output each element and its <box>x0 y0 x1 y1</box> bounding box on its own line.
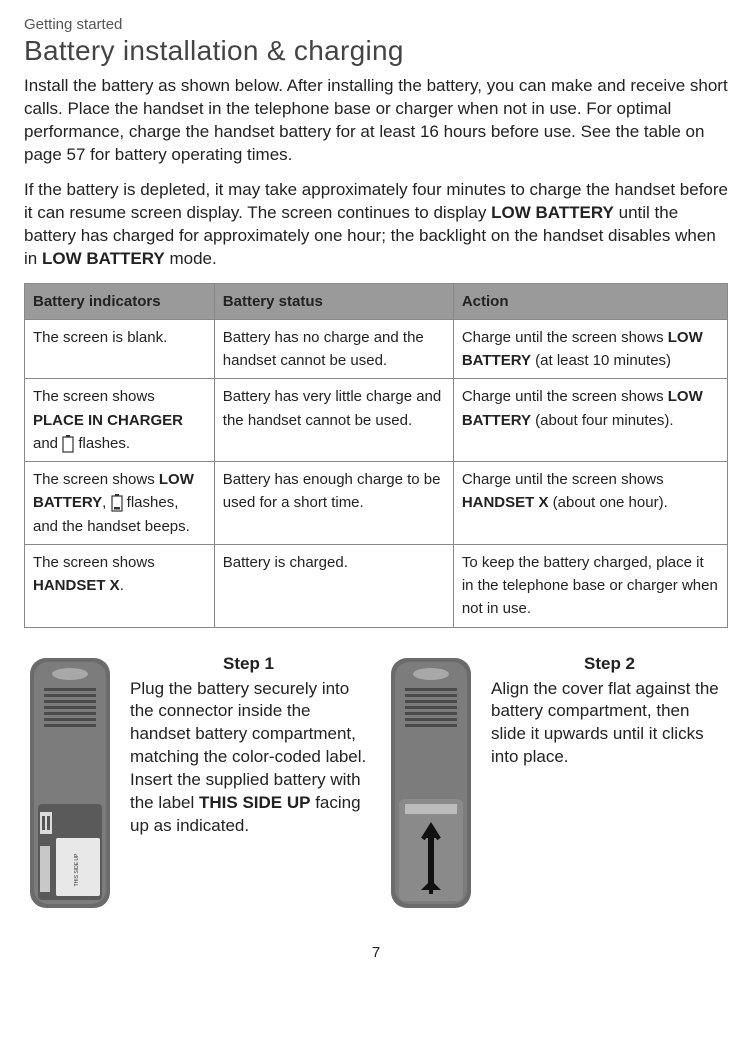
th-status: Battery status <box>214 283 453 319</box>
battery-icon <box>111 494 123 512</box>
table-row: The screen shows PLACE IN CHARGER and fl… <box>25 379 728 462</box>
cell-text: . <box>120 577 124 594</box>
step-1-label: Step 1 <box>130 654 367 674</box>
svg-text:THIS SIDE UP: THIS SIDE UP <box>74 852 80 885</box>
cell-indicator: The screen shows HANDSET X. <box>25 544 215 627</box>
cell-action: To keep the battery charged, place it in… <box>453 544 727 627</box>
step-1-text: Plug the battery securely into the conne… <box>130 678 367 839</box>
cell-action: Charge until the screen shows LOW BATTER… <box>453 319 727 379</box>
cell-text: and <box>33 435 62 452</box>
step-2-block: Step 2 Align the cover flat against the … <box>385 654 728 914</box>
cell-action: Charge until the screen shows LOW BATTER… <box>453 379 727 462</box>
cell-text: (about one hour). <box>549 494 668 511</box>
intro-paragraph-2: If the battery is depleted, it may take … <box>24 179 728 271</box>
cell-text: Charge until the screen shows <box>462 388 668 405</box>
battery-table: Battery indicators Battery status Action… <box>24 283 728 628</box>
cell-text: , <box>102 494 110 511</box>
step-2-label: Step 2 <box>491 654 728 674</box>
cell-bold: HANDSET X <box>462 494 549 511</box>
para2-bold-1: LOW BATTERY <box>491 203 614 222</box>
table-row: The screen shows HANDSET X. Battery is c… <box>25 544 728 627</box>
step-text-bold: THIS SIDE UP <box>199 793 310 812</box>
cell-bold: HANDSET X <box>33 577 120 594</box>
th-action: Action <box>453 283 727 319</box>
cell-text: Charge until the screen shows <box>462 471 664 488</box>
cell-text: (at least 10 minutes) <box>531 352 671 369</box>
step-1-block: THIS SIDE UP Step 1 Plug the battery sec… <box>24 654 367 914</box>
cell-indicator: The screen shows PLACE IN CHARGER and fl… <box>25 379 215 462</box>
para2-text-e: mode. <box>165 249 217 268</box>
cell-status: Battery has very little charge and the h… <box>214 379 453 462</box>
intro-paragraph-1: Install the battery as shown below. Afte… <box>24 75 728 167</box>
cell-action: Charge until the screen shows HANDSET X … <box>453 462 727 545</box>
cell-text: The screen shows <box>33 471 159 488</box>
cell-status: Battery has enough charge to be used for… <box>214 462 453 545</box>
cell-text: The screen shows <box>33 388 155 405</box>
step-2-text: Align the cover flat against the battery… <box>491 678 728 770</box>
th-indicators: Battery indicators <box>25 283 215 319</box>
cell-bold: PLACE IN CHARGER <box>33 412 183 429</box>
battery-icon <box>62 435 74 453</box>
cell-text: (about four minutes). <box>531 412 674 429</box>
page-number: 7 <box>24 944 728 961</box>
cell-text: flashes. <box>74 435 130 452</box>
page-title: Battery installation & charging <box>24 35 728 67</box>
breadcrumb: Getting started <box>24 16 728 33</box>
cell-indicator: The screen shows LOW BATTERY, flashes, a… <box>25 462 215 545</box>
cell-text: The screen shows <box>33 554 155 571</box>
table-row: The screen is blank. Battery has no char… <box>25 319 728 379</box>
para2-bold-2: LOW BATTERY <box>42 249 165 268</box>
cell-indicator: The screen is blank. <box>25 319 215 379</box>
cell-text: Charge until the screen shows <box>462 329 668 346</box>
handset-open-illustration: THIS SIDE UP <box>24 654 116 914</box>
handset-closed-illustration <box>385 654 477 914</box>
cell-status: Battery has no charge and the handset ca… <box>214 319 453 379</box>
cell-status: Battery is charged. <box>214 544 453 627</box>
table-row: The screen shows LOW BATTERY, flashes, a… <box>25 462 728 545</box>
